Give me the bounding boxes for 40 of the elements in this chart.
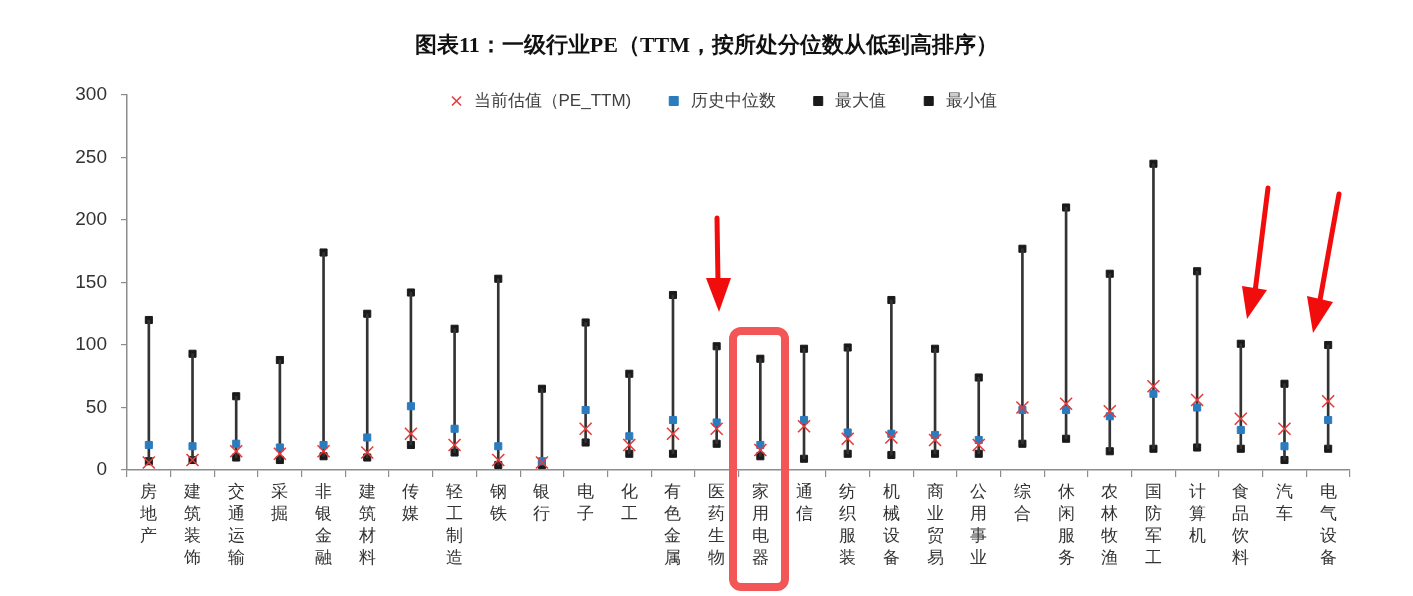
x-tick-label: 商业贸易	[926, 481, 944, 567]
x-tick-label: 交通运输	[227, 481, 245, 567]
legend-label: 最小值	[945, 90, 997, 110]
x-tick-label: 综合	[1013, 481, 1031, 523]
legend-label: 历史中位数	[690, 90, 776, 110]
x-tick-label: 休闲服务	[1057, 481, 1075, 567]
y-tick-label: 200	[75, 208, 107, 230]
x-tick-label: 电子	[577, 481, 595, 523]
x-tick-label: 公用事业	[970, 481, 988, 567]
x-tick-label: 传媒	[402, 481, 420, 523]
x-tick-label: 钢铁	[488, 481, 507, 523]
x-tick-label: 采掘	[271, 481, 289, 523]
x-tick-label: 通信	[795, 481, 813, 523]
x-tick-label: 有色金属	[664, 481, 682, 567]
x-tick-label: 计算机	[1188, 481, 1206, 545]
x-tick-label: 非银金融	[314, 481, 333, 567]
x-tick-label: 国防军工	[1144, 481, 1162, 567]
x-tick-label: 化工	[620, 481, 638, 523]
y-tick-label: 300	[75, 83, 107, 105]
x-tick-label: 农林牧渔	[1100, 481, 1119, 567]
x-tick-label: 电气设备	[1319, 481, 1337, 567]
y-tick-label: 100	[75, 333, 107, 355]
x-tick-label: 银行	[532, 481, 551, 523]
x-tick-label: 轻工制造	[446, 481, 464, 567]
y-tick-label: 250	[75, 145, 107, 167]
x-tick-label: 建筑材料	[357, 481, 376, 567]
x-tick-label: 建筑装饰	[183, 481, 202, 567]
chart-title: 图表11：一级行业PE（TTM，按所处分位数从低到高排序）	[414, 31, 999, 59]
x-tick-label: 机械设备	[882, 481, 900, 567]
y-tick-label: 50	[85, 395, 107, 417]
x-tick-label: 纺织服装	[839, 481, 857, 567]
x-tick-label: 房地产	[139, 481, 158, 545]
legend-label: 最大值	[835, 90, 887, 110]
x-tick-label: 医药生物	[708, 481, 726, 567]
y-tick-label: 0	[96, 458, 107, 480]
x-tick-label: 家用电器	[751, 481, 769, 567]
x-tick-label: 食品饮料	[1231, 481, 1250, 567]
legend-label: 当前估值（PE_TTM)	[473, 90, 632, 110]
y-tick-label: 150	[75, 270, 107, 292]
x-tick-label: 汽车	[1275, 481, 1293, 523]
